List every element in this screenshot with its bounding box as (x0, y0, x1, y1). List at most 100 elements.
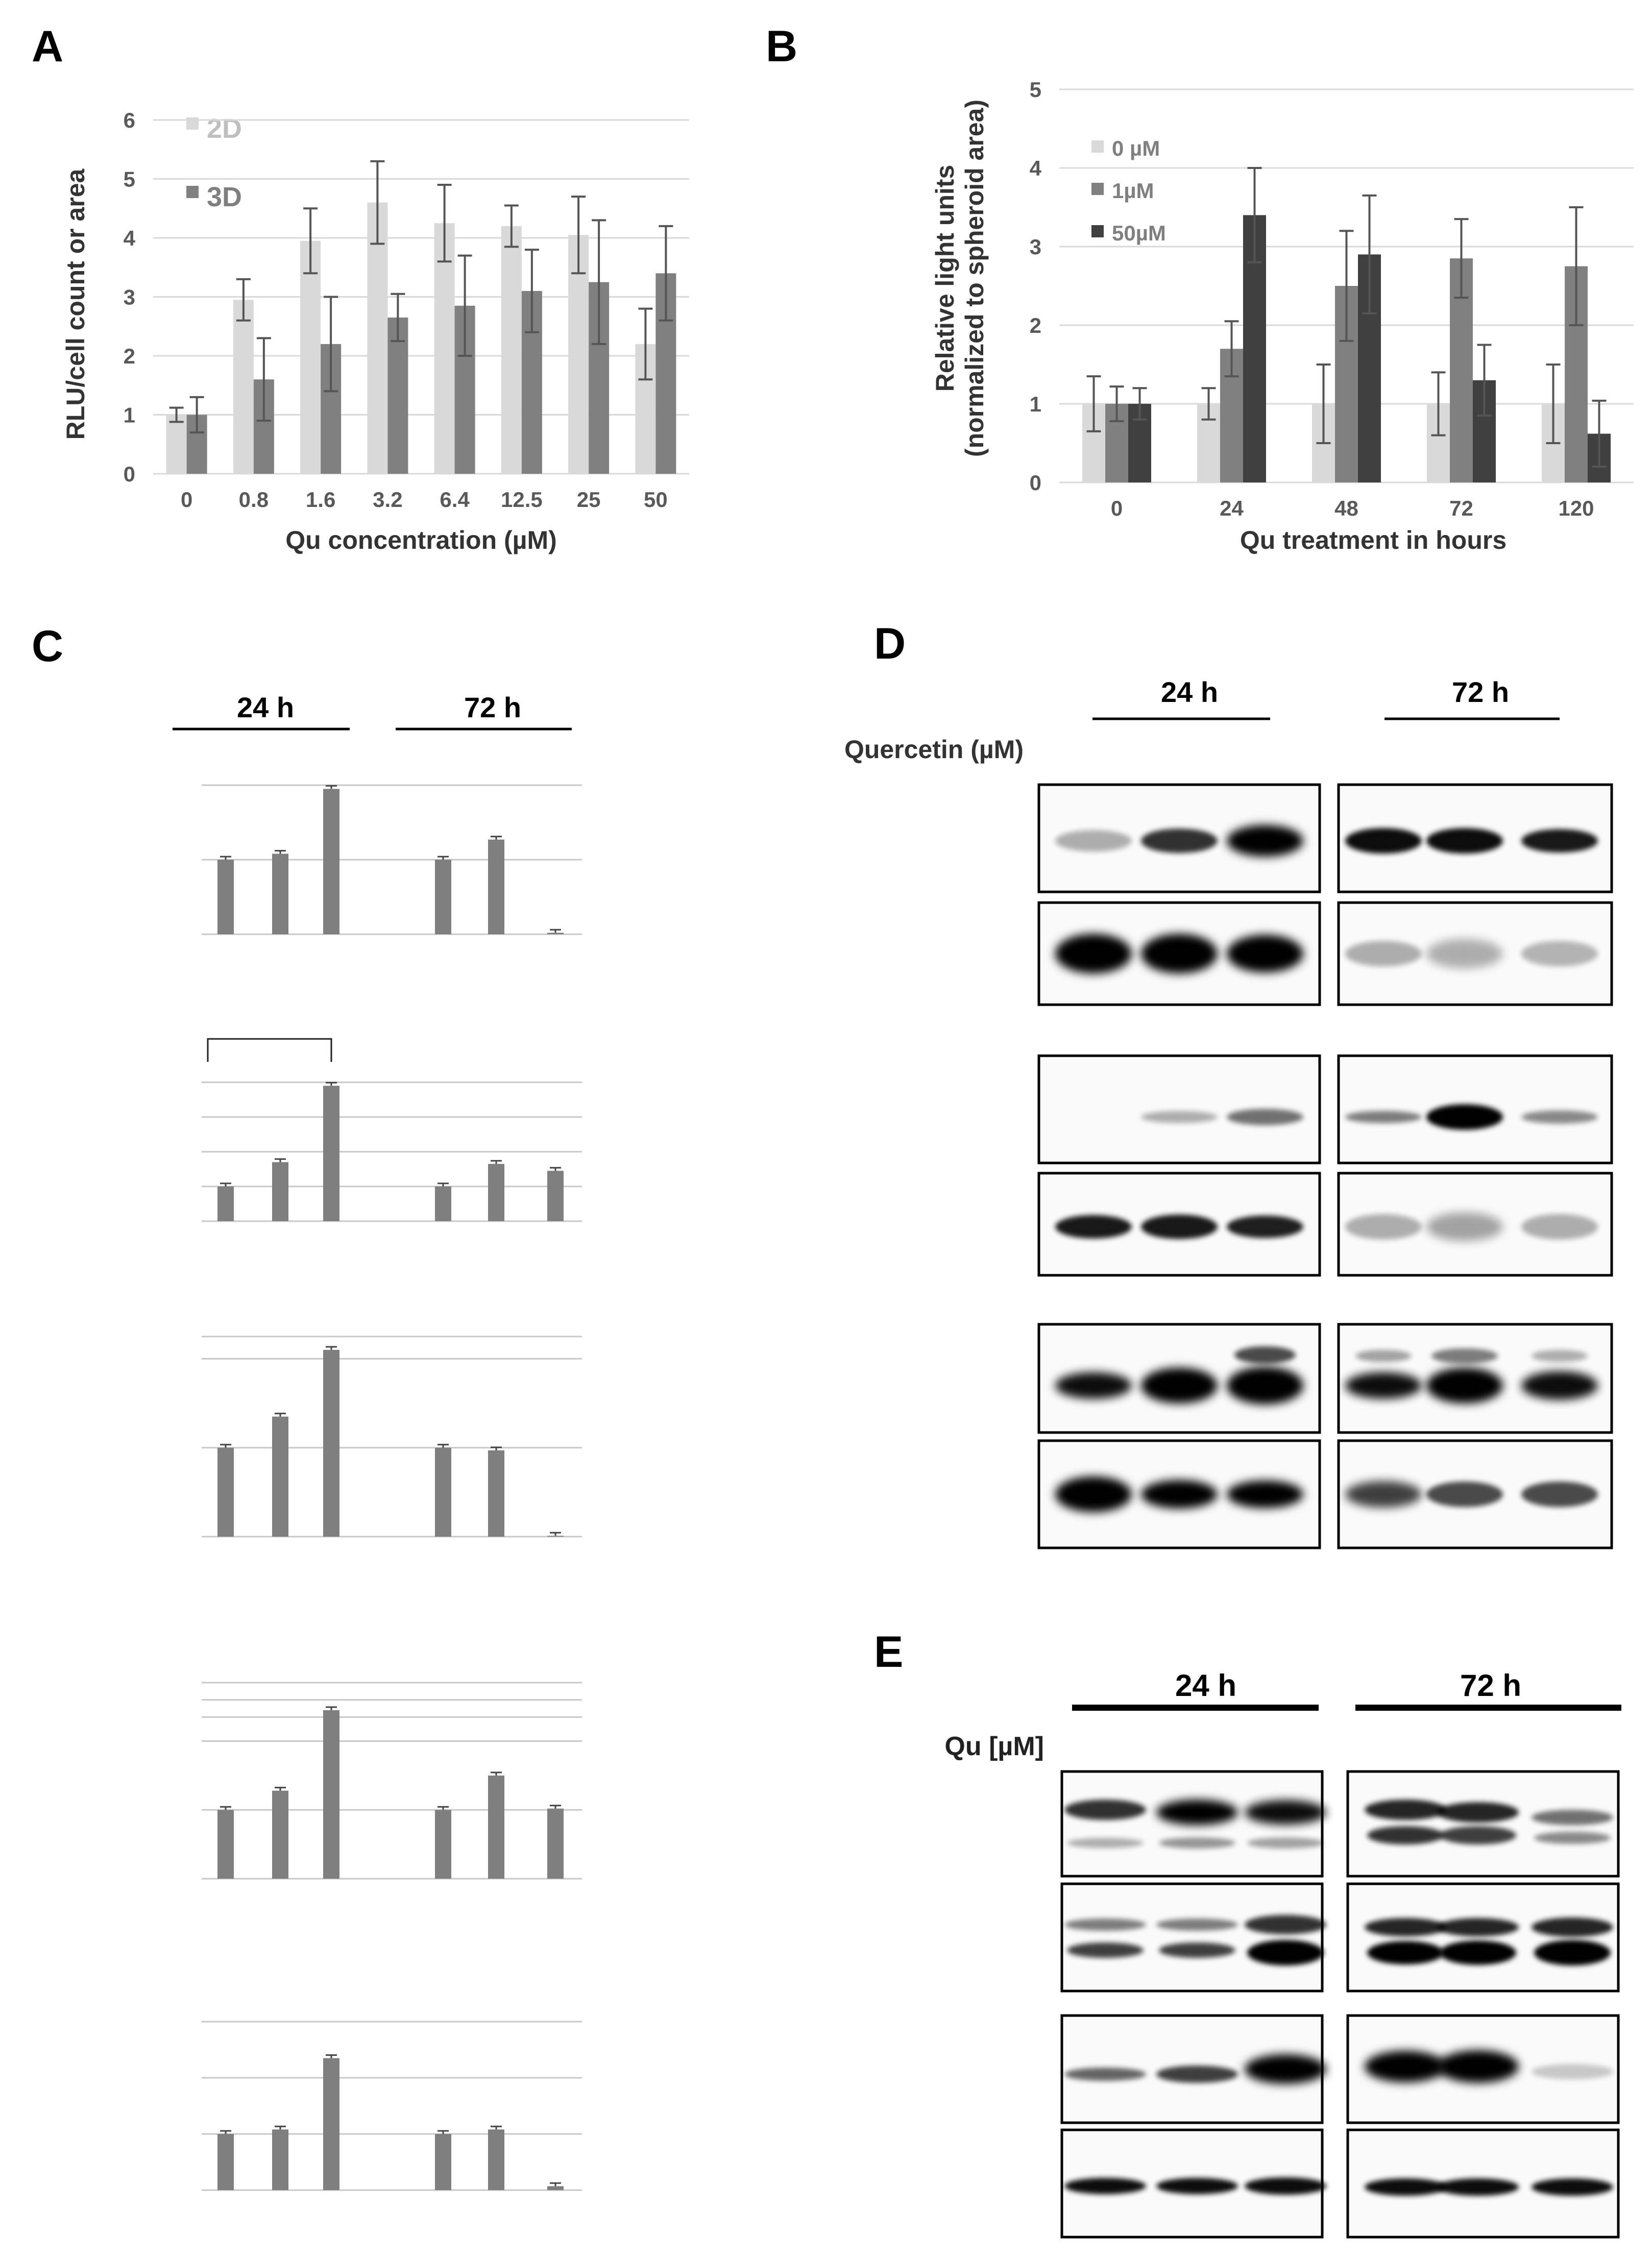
bar (272, 2129, 288, 2190)
panel-letter-d: D (874, 619, 906, 668)
blot-band (1345, 1372, 1422, 1399)
blot-band (1532, 1810, 1613, 1825)
blot-band (1159, 1837, 1235, 1849)
blot-pp65-24h (1060, 2014, 1326, 2124)
panel-c-header-24h: 24 h (237, 691, 294, 723)
chart-b-legend-swatch-1 (1091, 183, 1104, 195)
blot-band (1367, 1826, 1444, 1845)
blot-band (1245, 2177, 1326, 2195)
x-tick-label: 0 (1111, 496, 1123, 520)
bar (217, 1810, 234, 1879)
x-tick-label: 48 (1334, 496, 1358, 520)
blot-band (1532, 1918, 1613, 1937)
bar (217, 1186, 234, 1221)
blot-band (1156, 2066, 1238, 2083)
blot-band (1521, 829, 1598, 853)
blot-band (1437, 1802, 1519, 1823)
bar-2D-1.6 (300, 240, 321, 474)
blot-band (1141, 829, 1218, 853)
blot-panerk-72h (1346, 1882, 1620, 1993)
bar (323, 1350, 339, 1537)
bar-3D-3.2 (387, 317, 408, 474)
blot-band (1055, 934, 1132, 974)
bar (488, 1163, 504, 1221)
blot-actin-72h (1337, 1439, 1613, 1549)
blot-band (1426, 939, 1503, 968)
blot-band (1440, 1826, 1516, 1845)
chart-b-y-axis-label-line2: (normalized to spheroid area) (960, 100, 989, 457)
panel-e: 24 h 72 h Qu [µM] (944, 1668, 1621, 2239)
bar (272, 1790, 288, 1879)
blot-band (1227, 825, 1303, 857)
panel-c-chart-sod2 (202, 784, 582, 935)
x-tick-label: 120 (1558, 496, 1594, 520)
blot-band (1345, 828, 1422, 854)
bar (272, 1162, 288, 1221)
panel-letter-a: A (32, 22, 63, 71)
bar (323, 1710, 339, 1879)
panel-c-chart-nqo1 (202, 1038, 582, 1222)
blot-band (1345, 1481, 1422, 1508)
blot-band (1532, 1350, 1588, 1362)
y-tick-label: 0 (124, 462, 135, 486)
panel-letter-b: B (766, 22, 797, 71)
blot-band (1345, 941, 1422, 966)
chart-a: RLU/cell count or area Qu concentration … (61, 108, 689, 554)
blot-actin-24h (1037, 1439, 1321, 1549)
blot-band (1156, 1919, 1238, 1931)
bar-2D-0.8 (233, 300, 254, 474)
blot-band (1345, 1214, 1422, 1240)
blot-band (1345, 1111, 1422, 1123)
blot-nqo1-72h (1337, 1054, 1613, 1164)
blot-band (1521, 1482, 1598, 1507)
blot-band (1156, 1800, 1238, 1825)
blot-band (1247, 1837, 1324, 1849)
blot-vinc1-24h (1037, 901, 1321, 1006)
blot-band (1426, 1104, 1503, 1130)
chart-a-legend-3d: 3D (207, 182, 242, 212)
blot-band (1521, 1371, 1598, 1400)
blot-band (1426, 828, 1503, 854)
blot-band (1426, 1482, 1503, 1507)
blot-band (1521, 941, 1598, 966)
significance-bracket (207, 1038, 332, 1062)
bar (547, 933, 564, 934)
y-tick-label: 3 (124, 285, 135, 309)
blot-band (1141, 1215, 1218, 1239)
blot-band (1227, 1367, 1303, 1404)
blot-band (1064, 2178, 1146, 2194)
bar (323, 2058, 339, 2190)
panel-c: 24 h 72 h (173, 691, 582, 2191)
bar (272, 1416, 288, 1537)
y-tick-label: 6 (124, 108, 135, 132)
y-tick-label: 1 (124, 403, 135, 427)
blot-band (1067, 1838, 1144, 1848)
blot-band (1532, 2178, 1613, 2196)
blot-band (1534, 1832, 1611, 1844)
bar (488, 839, 504, 934)
panel-c-chart-nrf2 (202, 2021, 582, 2191)
y-tick-label: 3 (1030, 235, 1041, 259)
blot-band (1055, 1476, 1132, 1512)
blot-band (1437, 1918, 1519, 1936)
blot-band (1365, 2051, 1446, 2082)
blot-band (1064, 1919, 1146, 1931)
blot-sod2-24h (1037, 783, 1321, 893)
chart-b-legend-0: 0 µM (1112, 136, 1160, 160)
blot-band (1156, 2178, 1238, 2194)
blot-pp65-72h (1346, 2014, 1620, 2124)
panel-d-header-24h: 24 h (1161, 676, 1218, 708)
y-tick-label: 2 (124, 344, 135, 368)
bar (435, 1447, 451, 1537)
x-tick-label: 6.4 (440, 488, 470, 512)
bar (323, 1085, 339, 1221)
blot-vinc2-72h (1337, 1172, 1613, 1277)
blot-band (1141, 1480, 1218, 1509)
x-tick-label: 25 (577, 488, 601, 512)
x-tick-label: 72 (1449, 496, 1473, 520)
blot-vinc1-72h (1337, 901, 1613, 1006)
blot-band (1064, 1800, 1146, 1820)
blot-band (1247, 1940, 1324, 1965)
bar (217, 1447, 234, 1537)
